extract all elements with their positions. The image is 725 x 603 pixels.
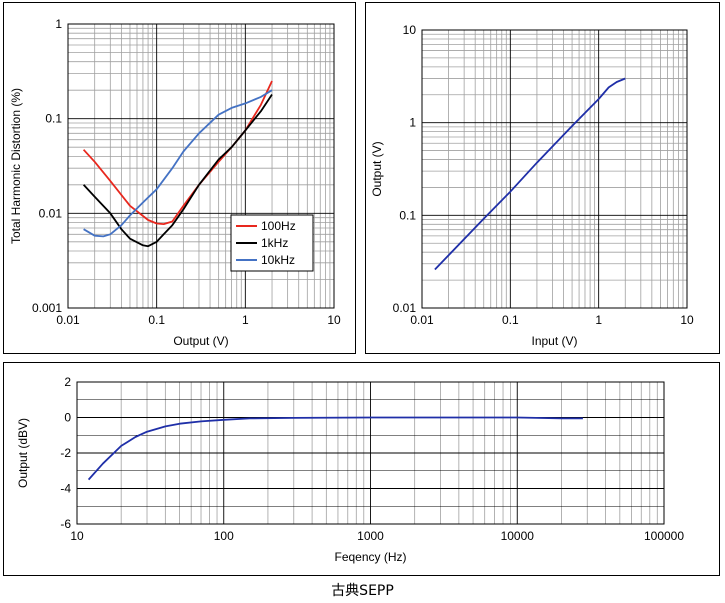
x-tick-label: 1000 [357,529,384,543]
x-tick-label: 10 [70,529,84,543]
x-tick-label: 0.1 [148,313,165,327]
figure-caption: 古典SEPP [331,583,394,599]
x-tick-label: 10000 [501,529,535,543]
legend-label: 1kHz [261,236,288,250]
x-axis-label: Feqency (Hz) [334,550,406,564]
x-tick-label: 10 [327,313,341,327]
y-tick-label: 0 [64,411,71,425]
x-tick-label: 10 [680,313,694,327]
x-tick-label: 0.1 [502,313,519,327]
y-tick-label: 2 [64,375,71,389]
plot-frame [67,23,335,309]
series-line [82,94,273,248]
y-axis-label: Total Harmonic Distortion (%) [9,88,23,244]
y-axis-label: Output (V) [370,141,384,196]
x-axis-label: Output (V) [173,334,228,348]
legend-label: 10kHz [261,253,295,267]
y-tick-label: 1 [409,116,416,130]
freq-panel: 10 100 1000 10000 100000 2 0 -2 -4 -6 Feqency (Hz)… [3,362,720,576]
input-output-chart: 0.01 0.1 1 10 0.01 0.1 1 10 Input (V) Output (V) [370,23,694,348]
frequency-response-chart: 10 100 1000 10000 100000 2 0 -2 -4 -6 Feqency (Hz)… [16,375,684,564]
y-tick-label: 1 [55,17,62,31]
x-axis-label: Input (V) [531,334,577,348]
x-tick-label: 1 [595,313,602,327]
y-tick-label: -6 [60,517,71,531]
y-tick-label: -2 [60,446,71,460]
y-axis-label: Output (dBV) [16,418,30,488]
series-line [87,416,583,481]
y-tick-label: 0.1 [399,208,416,222]
y-tick-label: 0.001 [32,301,62,315]
y-tick-label: 0.1 [45,112,62,126]
x-tick-label: 0.01 [410,313,434,327]
y-tick-label: 0.01 [393,301,417,315]
series-line [434,77,626,271]
plot-frame [421,29,688,309]
io-panel: 0.01 0.1 1 10 0.01 0.1 1 10 Input (V) Output (V) [365,2,720,354]
x-tick-label: 0.01 [56,313,80,327]
series-line [82,80,273,226]
series-line [83,89,273,238]
plot-frame [76,381,665,525]
x-tick-label: 100000 [644,529,684,543]
thd-panel: 0.01 0.1 1 10 0.001 0.01 0.1 1 Output (V) Total H… [3,2,356,354]
x-tick-label: 1 [242,313,249,327]
x-tick-label: 100 [214,529,234,543]
y-tick-label: -4 [60,482,71,496]
y-tick-label: 0.01 [39,206,63,220]
y-tick-label: 10 [403,23,417,37]
legend-label: 100Hz [261,219,296,233]
